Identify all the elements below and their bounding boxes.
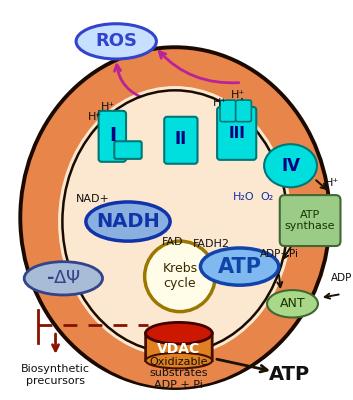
Text: ANT: ANT — [280, 297, 305, 310]
Text: ADP+Pi: ADP+Pi — [260, 249, 299, 259]
FancyBboxPatch shape — [220, 100, 236, 122]
Text: H⁺: H⁺ — [101, 102, 115, 112]
FancyBboxPatch shape — [280, 195, 341, 246]
Ellipse shape — [86, 202, 170, 241]
Text: H₂O: H₂O — [233, 192, 255, 202]
Text: H⁺: H⁺ — [324, 178, 339, 188]
Text: ATP: ATP — [269, 365, 310, 384]
Text: ADP: ADP — [331, 273, 352, 283]
Text: Krebs
cycle: Krebs cycle — [162, 262, 197, 290]
Ellipse shape — [146, 322, 212, 344]
Text: H⁺: H⁺ — [88, 112, 102, 122]
FancyBboxPatch shape — [164, 117, 198, 164]
Text: I: I — [109, 126, 116, 145]
Ellipse shape — [267, 290, 318, 318]
FancyBboxPatch shape — [98, 111, 126, 162]
Text: NADH: NADH — [96, 212, 160, 231]
Text: Oxidizable
substrates
ADP + Pi: Oxidizable substrates ADP + Pi — [150, 357, 208, 390]
Text: O₂: O₂ — [261, 192, 274, 202]
Text: II: II — [175, 130, 187, 148]
Text: H⁺: H⁺ — [231, 90, 245, 100]
FancyBboxPatch shape — [217, 107, 256, 160]
Ellipse shape — [76, 24, 156, 59]
Ellipse shape — [62, 90, 288, 353]
Text: IV: IV — [281, 157, 300, 175]
FancyBboxPatch shape — [114, 141, 142, 159]
Ellipse shape — [201, 248, 279, 285]
Text: FADH2: FADH2 — [193, 239, 230, 249]
Ellipse shape — [24, 262, 102, 295]
Text: FAD: FAD — [162, 237, 184, 247]
Text: ATP
synthase: ATP synthase — [285, 210, 335, 231]
Text: VDAC: VDAC — [157, 342, 201, 356]
Ellipse shape — [146, 353, 212, 368]
Ellipse shape — [264, 144, 317, 187]
Ellipse shape — [20, 47, 330, 388]
Text: H⁺: H⁺ — [213, 98, 227, 108]
Text: ATP: ATP — [217, 256, 262, 276]
Text: III: III — [228, 126, 245, 141]
Text: Biosynthetic
precursors: Biosynthetic precursors — [21, 364, 90, 386]
Ellipse shape — [43, 71, 307, 372]
FancyBboxPatch shape — [236, 100, 251, 122]
Text: -$\Delta\Psi$: -$\Delta\Psi$ — [46, 269, 81, 287]
FancyBboxPatch shape — [146, 333, 212, 360]
Text: NAD+: NAD+ — [76, 194, 110, 204]
Text: ROS: ROS — [95, 32, 137, 50]
Circle shape — [145, 241, 215, 312]
